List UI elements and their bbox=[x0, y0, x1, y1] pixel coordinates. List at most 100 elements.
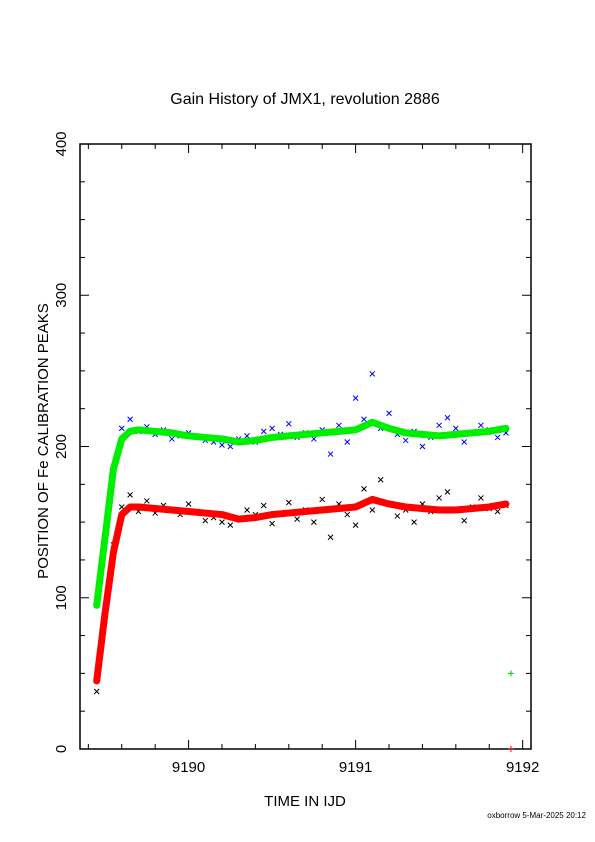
plot-frame bbox=[79, 143, 532, 750]
data-point bbox=[419, 443, 426, 450]
data-point-stroke bbox=[419, 443, 426, 450]
data-point-stroke bbox=[444, 414, 451, 421]
data-point bbox=[507, 746, 514, 752]
data-point-stroke bbox=[118, 425, 125, 432]
data-point-stroke bbox=[436, 422, 442, 429]
data-point bbox=[369, 507, 376, 513]
x-axis-label: TIME IN IJD bbox=[264, 793, 346, 810]
data-point bbox=[169, 436, 175, 442]
data-point bbox=[327, 451, 334, 457]
data-point-stroke bbox=[260, 428, 267, 435]
data-marks bbox=[93, 371, 514, 752]
data-point-stroke bbox=[319, 496, 326, 503]
data-point-stroke bbox=[219, 519, 225, 525]
y-tick-label: 100 bbox=[53, 585, 70, 610]
data-point bbox=[436, 495, 442, 501]
y-tick-label: 300 bbox=[53, 283, 70, 308]
data-point bbox=[452, 425, 459, 432]
data-point bbox=[244, 507, 250, 513]
data-point bbox=[386, 410, 392, 417]
data-point bbox=[127, 492, 133, 498]
data-point-stroke bbox=[352, 522, 359, 529]
data-point bbox=[227, 522, 234, 529]
data-point bbox=[352, 395, 359, 401]
data-point bbox=[127, 416, 133, 423]
data-point-stroke bbox=[244, 507, 250, 513]
data-point-stroke bbox=[327, 451, 334, 457]
data-point bbox=[285, 499, 292, 506]
data-point-stroke bbox=[127, 492, 133, 498]
data-point bbox=[444, 414, 451, 421]
y-tick-label: 200 bbox=[53, 434, 70, 459]
data-point-stroke bbox=[327, 534, 334, 541]
x-tick-label: 9191 bbox=[339, 759, 372, 776]
data-point-stroke bbox=[336, 422, 342, 429]
data-point-stroke bbox=[386, 410, 392, 417]
data-point-stroke bbox=[452, 425, 459, 432]
data-point bbox=[219, 442, 225, 448]
data-point-stroke bbox=[310, 436, 317, 442]
data-point-stroke bbox=[361, 416, 367, 423]
data-point bbox=[361, 485, 367, 492]
data-point bbox=[394, 513, 401, 519]
data-point-stroke bbox=[369, 371, 376, 377]
data-point-stroke bbox=[494, 508, 501, 515]
data-point bbox=[352, 522, 359, 529]
data-point bbox=[294, 516, 301, 522]
data-point-stroke bbox=[185, 501, 192, 507]
data-point-stroke bbox=[344, 439, 351, 445]
data-point bbox=[494, 434, 501, 441]
x-tick-label: 9192 bbox=[506, 759, 539, 776]
data-point-stroke bbox=[244, 433, 250, 439]
data-point bbox=[436, 422, 442, 429]
data-point bbox=[411, 519, 417, 525]
data-point bbox=[327, 534, 334, 541]
data-point bbox=[143, 498, 150, 504]
data-point-stroke bbox=[269, 520, 275, 527]
data-point-stroke bbox=[310, 519, 317, 525]
data-point-stroke bbox=[93, 688, 100, 695]
data-point-stroke bbox=[369, 507, 376, 513]
data-point-stroke bbox=[118, 504, 125, 510]
data-point-stroke bbox=[260, 502, 267, 509]
data-point-stroke bbox=[444, 489, 451, 495]
data-point bbox=[377, 476, 384, 483]
footer-stamp: oxborrow 5-Mar-2025 20:12 bbox=[487, 811, 586, 820]
data-point-stroke bbox=[202, 517, 209, 524]
data-point-stroke bbox=[227, 443, 234, 450]
data-point bbox=[260, 502, 267, 509]
data-point-stroke bbox=[143, 498, 150, 504]
x-tick-label: 9190 bbox=[172, 759, 205, 776]
data-point bbox=[444, 489, 451, 495]
data-point-stroke bbox=[352, 395, 359, 401]
data-point bbox=[219, 519, 225, 525]
data-point-stroke bbox=[227, 522, 234, 529]
data-point bbox=[93, 688, 100, 695]
data-point bbox=[185, 501, 192, 507]
data-point bbox=[369, 371, 376, 377]
data-point-stroke bbox=[478, 495, 484, 501]
data-point-stroke bbox=[411, 519, 417, 525]
data-point bbox=[478, 422, 484, 429]
data-point-stroke bbox=[461, 517, 468, 524]
data-point bbox=[310, 519, 317, 525]
data-point bbox=[285, 420, 292, 427]
y-tick-label: 0 bbox=[53, 745, 70, 753]
chart-title: Gain History of JMX1, revolution 2886 bbox=[170, 91, 440, 108]
data-point bbox=[402, 437, 409, 444]
data-point bbox=[269, 520, 275, 527]
data-point bbox=[494, 508, 501, 515]
data-point-stroke bbox=[377, 476, 384, 483]
data-point bbox=[336, 422, 342, 429]
data-point bbox=[344, 439, 351, 445]
data-point bbox=[507, 670, 514, 677]
data-point-stroke bbox=[461, 439, 468, 445]
data-point-stroke bbox=[285, 420, 292, 427]
fit-line-3 bbox=[93, 495, 510, 685]
data-point-stroke bbox=[344, 511, 351, 518]
data-point bbox=[202, 517, 209, 524]
data-point-stroke bbox=[494, 434, 501, 441]
fit-line-2 bbox=[93, 418, 510, 609]
y-tick-label: 400 bbox=[53, 131, 70, 156]
